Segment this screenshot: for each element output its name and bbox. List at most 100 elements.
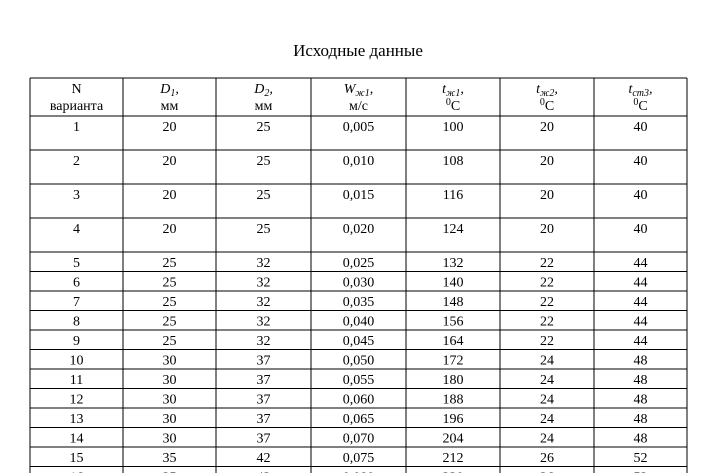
superscript: 0	[540, 97, 545, 108]
cell: 20	[540, 222, 554, 237]
symbol: t	[442, 82, 447, 97]
header-symbol: tж2,	[536, 82, 558, 99]
cell: 25	[257, 188, 271, 203]
table-title: Исходные данные	[293, 41, 423, 60]
cell: 196	[443, 412, 464, 427]
cell: 9	[73, 334, 80, 349]
cell: 22	[540, 295, 554, 310]
cell: 30	[163, 393, 177, 408]
cell: 26	[540, 451, 554, 466]
cell: 22	[540, 315, 554, 330]
cell: 44	[634, 295, 648, 310]
cell: 20	[163, 188, 177, 203]
cell: 172	[443, 354, 464, 369]
cell: 108	[443, 154, 464, 169]
subscript: ж2	[540, 88, 554, 99]
cell: 7	[73, 295, 80, 310]
cell: 25	[163, 334, 177, 349]
cell: 140	[443, 276, 464, 291]
subscript: ж1	[446, 88, 460, 99]
unit: C	[545, 99, 554, 114]
cell: 25	[257, 222, 271, 237]
cell: 212	[443, 451, 464, 466]
subscript: ж1	[355, 88, 369, 99]
punct: ,	[554, 82, 558, 97]
cell: 22	[540, 256, 554, 271]
cell: 1	[73, 120, 80, 135]
cell: 2	[73, 154, 80, 169]
cell: 0,060	[343, 393, 375, 408]
cell: 24	[540, 432, 554, 447]
cell: 220	[443, 471, 464, 473]
cell: 11	[70, 373, 83, 388]
unit: м/с	[349, 99, 368, 114]
cell: 0,070	[343, 432, 375, 447]
cell: 44	[634, 256, 648, 271]
cell: 44	[634, 315, 648, 330]
cell: 14	[70, 432, 84, 447]
cell: 32	[257, 334, 271, 349]
cell: 22	[540, 334, 554, 349]
header-symbol: tж1,	[442, 82, 464, 99]
cell: 20	[540, 120, 554, 135]
cell: 132	[443, 256, 464, 271]
cell: 116	[443, 188, 463, 203]
cell: 48	[634, 354, 648, 369]
cell: 20	[163, 120, 177, 135]
header-text: N	[71, 82, 81, 97]
cell: 42	[257, 451, 271, 466]
cell: 25	[163, 295, 177, 310]
cell: 30	[163, 373, 177, 388]
cell: 180	[443, 373, 464, 388]
header-symbol: tст3,	[628, 82, 652, 99]
cell: 44	[634, 276, 648, 291]
cell: 0,030	[343, 276, 375, 291]
unit: C	[638, 99, 647, 114]
cell: 35	[163, 451, 177, 466]
header-unit: мм	[255, 99, 273, 114]
cell: 25	[163, 256, 177, 271]
cell: 48	[634, 432, 648, 447]
cell: 0,020	[343, 222, 375, 237]
cell: 37	[257, 432, 271, 447]
cell: 44	[634, 334, 648, 349]
cell: 5	[73, 256, 80, 271]
cell: 35	[163, 471, 177, 473]
cell: 0,055	[343, 373, 375, 388]
cell: 0,065	[343, 412, 375, 427]
cell: 32	[257, 276, 271, 291]
cell: 6	[73, 276, 80, 291]
cell: 30	[163, 432, 177, 447]
cell: 0,050	[343, 354, 375, 369]
subscript: ст3	[632, 88, 649, 99]
header-unit: мм	[161, 99, 179, 114]
cell: 37	[257, 354, 271, 369]
cell: 37	[257, 373, 271, 388]
cell: 13	[70, 412, 84, 427]
cell: 24	[540, 373, 554, 388]
cell: 25	[163, 276, 177, 291]
cell: 0,045	[343, 334, 375, 349]
symbol: t	[628, 82, 633, 97]
punct: ,	[460, 82, 464, 97]
cell: 188	[443, 393, 464, 408]
cell: 16	[70, 471, 84, 473]
symbol: W	[344, 82, 357, 97]
cell: 164	[443, 334, 464, 349]
cell: 40	[634, 154, 648, 169]
cell: 48	[634, 412, 648, 427]
cell: 0,010	[343, 154, 375, 169]
symbol: D	[159, 82, 170, 97]
cell: 0,005	[343, 120, 375, 135]
cell: 52	[634, 451, 648, 466]
cell: 0,040	[343, 315, 375, 330]
cell: 156	[443, 315, 464, 330]
cell: 32	[257, 295, 271, 310]
header-unit: 0C	[540, 97, 554, 114]
cell: 37	[257, 412, 271, 427]
cell: 32	[257, 256, 271, 271]
superscript: 0	[446, 97, 451, 108]
header-symbol: D2,	[253, 82, 273, 99]
cell: 20	[163, 222, 177, 237]
